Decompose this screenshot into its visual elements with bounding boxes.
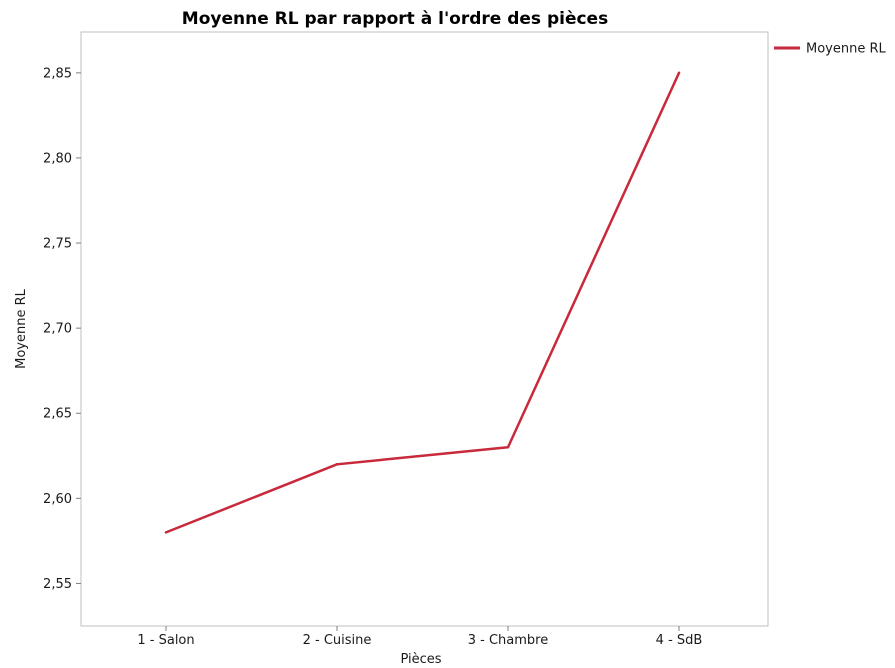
series-line [164,71,681,534]
y-tick-label: 2,75 [43,237,72,252]
x-tick-label: 4 - SdB [656,633,703,648]
x-axis: 1 - Salon 2 - Cuisine 3 - Chambre 4 - SdB [137,626,702,648]
x-axis-label: Pièces [400,652,441,667]
y-tick-label: 2,85 [43,66,72,81]
plot-frame [80,31,769,627]
y-axis-label: Moyenne RL [14,288,29,369]
data-point [164,531,168,534]
legend-label: Moyenne RL [806,42,887,57]
x-tick-label: 3 - Chambre [468,633,548,648]
y-tick-label: 2,65 [43,407,72,422]
y-axis: 2,55 2,60 2,65 2,70 2,75 2,80 2,85 [43,66,81,592]
y-tick-label: 2,80 [43,151,72,166]
chart-title: Moyenne RL par rapport à l'ordre des piè… [182,9,608,29]
y-tick-label: 2,70 [43,322,72,337]
data-point [506,446,510,449]
y-tick-label: 2,55 [43,577,72,592]
series-layer [164,71,681,534]
data-point [677,71,681,75]
legend: Moyenne RL [774,42,887,57]
data-point [335,463,339,466]
y-tick-label: 2,60 [43,492,72,507]
x-tick-label: 1 - Salon [137,633,194,648]
x-tick-label: 2 - Cuisine [303,633,372,648]
